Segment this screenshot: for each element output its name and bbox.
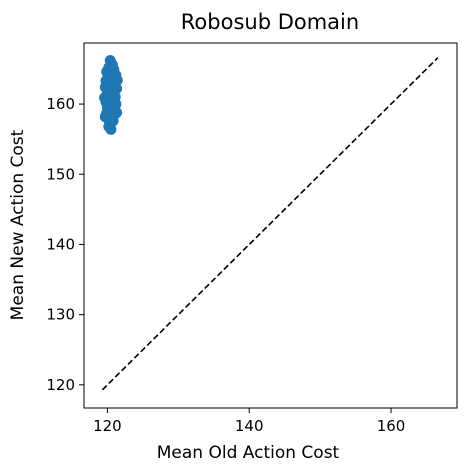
data-point xyxy=(111,74,123,86)
y-tick-label: 160 xyxy=(46,95,75,113)
data-point xyxy=(99,111,111,123)
reference-line-layer xyxy=(101,57,439,391)
x-tick-label: 140 xyxy=(235,417,264,435)
y-axis-label: Mean New Action Cost xyxy=(8,129,28,320)
data-point xyxy=(111,106,123,118)
y-tick-label: 140 xyxy=(46,235,75,253)
y-tick-label: 130 xyxy=(46,306,75,324)
y-axis-ticks: 120 130 140 150 160 xyxy=(46,95,84,394)
x-axis-ticks: 120 140 160 xyxy=(93,408,405,435)
points-layer xyxy=(99,55,123,135)
y-tick-label: 150 xyxy=(46,165,75,183)
reference-line xyxy=(101,57,439,391)
chart-title: Robosub Domain xyxy=(181,10,359,34)
plot-area xyxy=(99,55,439,391)
data-point xyxy=(99,92,111,104)
x-tick-label: 120 xyxy=(93,417,122,435)
x-tick-label: 160 xyxy=(377,417,406,435)
data-point xyxy=(105,123,117,135)
plot-frame xyxy=(83,42,458,409)
y-tick-label: 120 xyxy=(46,376,75,394)
x-axis-label: Mean Old Action Cost xyxy=(157,443,340,463)
